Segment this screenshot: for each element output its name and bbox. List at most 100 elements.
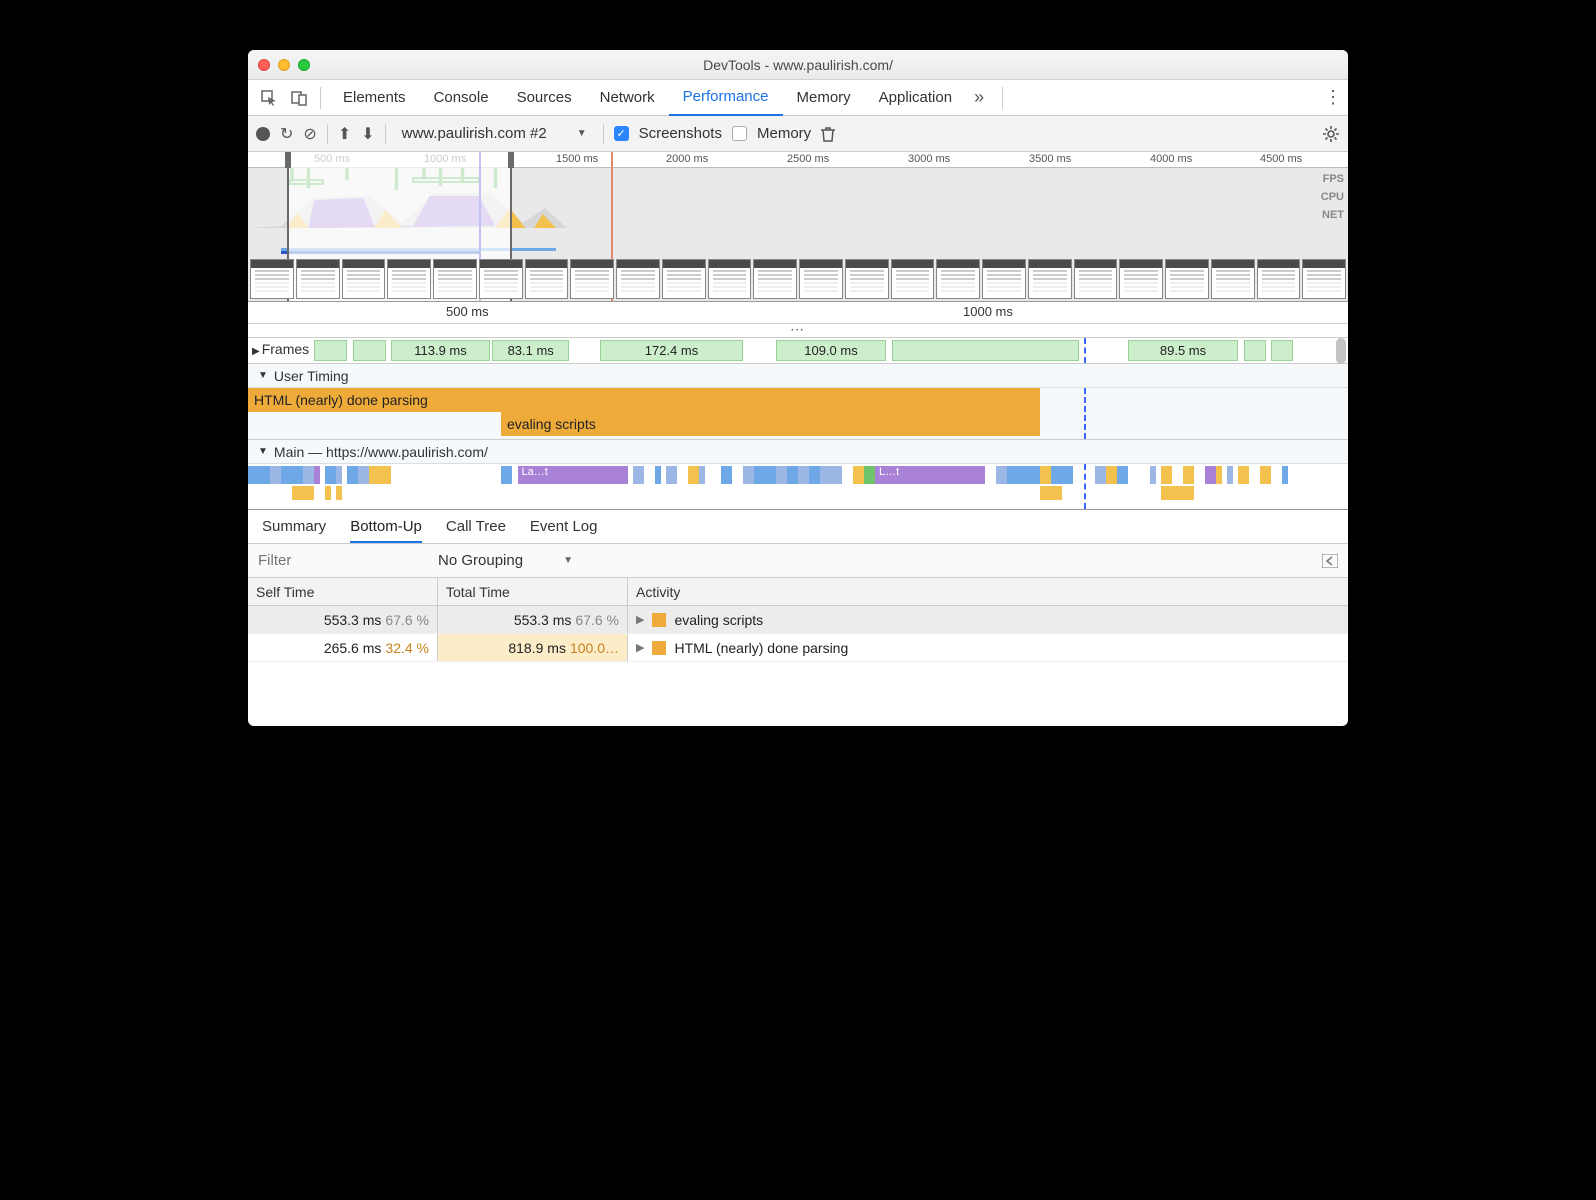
screenshot-thumbnail[interactable]	[342, 259, 386, 299]
selection-handle-left[interactable]	[285, 152, 291, 168]
frame-block[interactable]	[1271, 340, 1293, 361]
more-tabs-button[interactable]: »	[974, 87, 984, 108]
screenshot-thumbnail[interactable]	[250, 259, 294, 299]
screenshot-thumbnail[interactable]	[662, 259, 706, 299]
memory-checkbox[interactable]	[732, 126, 747, 141]
screenshot-thumbnail[interactable]	[1119, 259, 1163, 299]
reload-button[interactable]: ↻	[280, 124, 293, 144]
flame-event[interactable]	[270, 466, 281, 484]
details-tab-summary[interactable]: Summary	[262, 518, 326, 535]
flame-event[interactable]	[1227, 466, 1233, 484]
capture-settings-button[interactable]	[1322, 125, 1340, 143]
flame-event[interactable]	[501, 466, 512, 484]
screenshot-thumbnail[interactable]	[936, 259, 980, 299]
flame-event[interactable]	[1161, 486, 1194, 500]
flame-event[interactable]	[358, 466, 369, 484]
tab-elements[interactable]: Elements	[329, 80, 420, 116]
flame-event[interactable]	[1216, 466, 1222, 484]
flame-event[interactable]	[1040, 466, 1051, 484]
flame-event[interactable]	[721, 466, 732, 484]
screenshot-thumbnail[interactable]	[1028, 259, 1072, 299]
load-profile-button[interactable]: ⬆	[338, 124, 351, 144]
screenshot-thumbnail[interactable]	[708, 259, 752, 299]
flame-event[interactable]	[281, 466, 303, 484]
tab-performance[interactable]: Performance	[669, 80, 783, 116]
flame-event[interactable]	[347, 466, 358, 484]
flame-event[interactable]	[1040, 486, 1062, 500]
flame-event[interactable]	[1150, 466, 1156, 484]
details-tab-event-log[interactable]: Event Log	[530, 518, 598, 535]
grouping-select[interactable]: No Grouping ▼	[438, 552, 573, 569]
garbage-collect-button[interactable]	[821, 126, 835, 142]
frames-track[interactable]: ▶Frames 113.9 ms83.1 ms172.4 ms109.0 ms8…	[248, 338, 1348, 364]
flame-event[interactable]	[1007, 466, 1040, 484]
tab-network[interactable]: Network	[586, 80, 669, 116]
screenshot-thumbnail[interactable]	[891, 259, 935, 299]
details-tab-bottom-up[interactable]: Bottom-Up	[350, 518, 422, 543]
tab-application[interactable]: Application	[865, 80, 966, 116]
flame-event[interactable]	[743, 466, 754, 484]
flame-event[interactable]	[820, 466, 842, 484]
flame-event[interactable]	[1161, 466, 1172, 484]
flame-event[interactable]	[809, 466, 820, 484]
screenshot-thumbnail[interactable]	[1074, 259, 1118, 299]
main-thread-header[interactable]: ▼Main — https://www.paulirish.com/	[248, 440, 1348, 464]
flame-event[interactable]	[248, 466, 270, 484]
main-menu-button[interactable]: ⋮	[1324, 87, 1340, 108]
tab-memory[interactable]: Memory	[783, 80, 865, 116]
flame-event[interactable]	[314, 466, 320, 484]
frame-block[interactable]: 109.0 ms	[776, 340, 886, 361]
flame-event[interactable]	[369, 466, 391, 484]
flame-event[interactable]	[1106, 466, 1117, 484]
screenshot-thumbnail[interactable]	[845, 259, 889, 299]
flame-event[interactable]	[666, 466, 677, 484]
frame-block[interactable]: 89.5 ms	[1128, 340, 1238, 361]
tab-sources[interactable]: Sources	[503, 80, 586, 116]
flame-event[interactable]	[336, 486, 342, 500]
user-timing-header[interactable]: ▼User Timing	[248, 364, 1348, 388]
user-timing-track[interactable]: HTML (nearly) done parsingevaling script…	[248, 388, 1348, 440]
flame-event[interactable]	[1051, 466, 1073, 484]
table-row[interactable]: 265.6 ms32.4 %818.9 ms100.0…▶HTML (nearl…	[248, 634, 1348, 662]
flame-event[interactable]	[336, 466, 342, 484]
screenshot-thumbnail[interactable]	[387, 259, 431, 299]
frame-block[interactable]	[892, 340, 1079, 361]
flame-event[interactable]	[325, 486, 331, 500]
screenshot-thumbnail[interactable]	[570, 259, 614, 299]
screenshot-thumbnail[interactable]	[1211, 259, 1255, 299]
details-tab-call-tree[interactable]: Call Tree	[446, 518, 506, 535]
screenshot-thumbnail[interactable]	[753, 259, 797, 299]
flame-event[interactable]	[1205, 466, 1216, 484]
screenshot-thumbnail[interactable]	[1165, 259, 1209, 299]
flame-event[interactable]	[1095, 466, 1106, 484]
screenshot-thumbnail[interactable]	[982, 259, 1026, 299]
flame-event[interactable]	[655, 466, 661, 484]
screenshot-thumbnail[interactable]	[799, 259, 843, 299]
flame-event[interactable]	[699, 466, 705, 484]
screenshot-thumbnail[interactable]	[525, 259, 569, 299]
tab-console[interactable]: Console	[420, 80, 503, 116]
frame-block[interactable]: 172.4 ms	[600, 340, 743, 361]
flame-event[interactable]	[776, 466, 787, 484]
flame-event[interactable]	[853, 466, 864, 484]
recording-select[interactable]: www.paulirish.com #2 ▼	[396, 125, 593, 142]
scrollbar-thumb[interactable]	[1336, 338, 1346, 364]
flame-event[interactable]	[1238, 466, 1249, 484]
main-thread-track[interactable]: La…tL…t	[248, 464, 1348, 510]
flame-event[interactable]	[1260, 466, 1271, 484]
collapse-pane-button[interactable]	[1322, 554, 1338, 568]
frame-block[interactable]	[1244, 340, 1266, 361]
frame-block[interactable]: 113.9 ms	[391, 340, 490, 361]
record-button[interactable]	[256, 127, 270, 141]
screenshot-thumbnail[interactable]	[296, 259, 340, 299]
collapsed-tracks-indicator[interactable]: ⋯	[248, 324, 1348, 338]
save-profile-button[interactable]: ⬇	[361, 124, 374, 144]
frame-block[interactable]	[353, 340, 386, 361]
flame-event[interactable]	[1117, 466, 1128, 484]
table-row[interactable]: 553.3 ms67.6 %553.3 ms67.6 %▶evaling scr…	[248, 606, 1348, 634]
flame-event[interactable]	[292, 486, 314, 500]
flame-event[interactable]	[303, 466, 314, 484]
flame-event[interactable]	[754, 466, 776, 484]
filter-input[interactable]	[258, 552, 398, 569]
flame-event[interactable]	[787, 466, 798, 484]
